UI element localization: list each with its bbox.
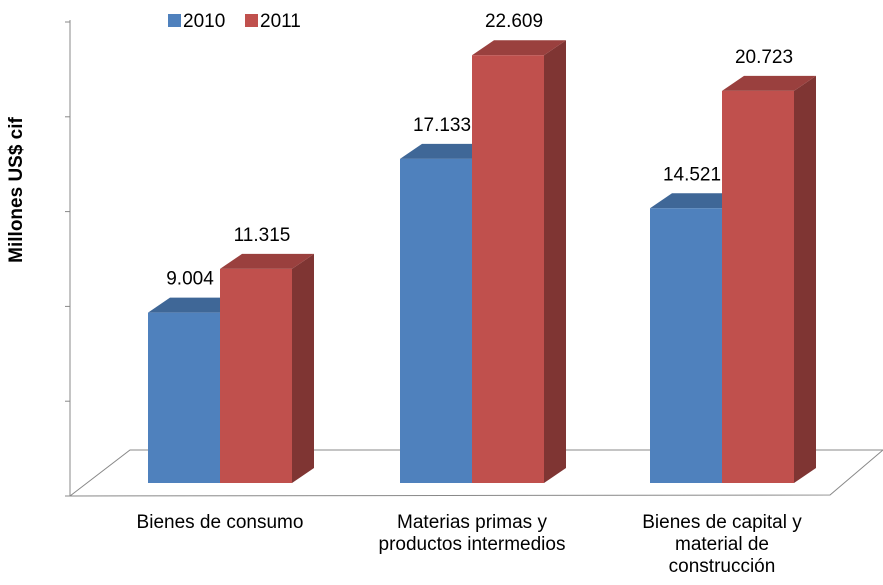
- bar: [472, 55, 544, 483]
- bar-side: [292, 253, 314, 483]
- bar: [650, 208, 722, 483]
- value-label: 20.723: [735, 47, 793, 68]
- bar-side: [544, 40, 566, 483]
- bar-top: [472, 40, 566, 56]
- x-tick-label: Bienes de capital y material de construc…: [642, 512, 802, 577]
- bar-side: [794, 75, 816, 483]
- legend-label: 2010: [183, 11, 225, 32]
- value-label: 11.315: [234, 225, 291, 246]
- bar-top: [722, 75, 816, 91]
- bar-top: [650, 193, 744, 209]
- x-tick-label: Bienes de consumo: [136, 512, 304, 533]
- bar: [400, 158, 472, 484]
- y-axis-label: Millones US$ cif: [6, 116, 27, 262]
- legend-label: 2011: [260, 11, 301, 32]
- floor: [68, 449, 883, 497]
- bar-top: [148, 297, 242, 313]
- bar: [220, 268, 292, 483]
- x-tick-label: Materias primas y productos intermedios: [378, 512, 566, 555]
- bar-top: [400, 143, 494, 159]
- value-label: 9.004: [166, 269, 214, 290]
- bar: [722, 90, 794, 483]
- value-label: 14.521: [663, 164, 721, 185]
- value-label: 17.133: [413, 115, 471, 136]
- legend-swatch: [168, 14, 181, 27]
- legend-swatch: [245, 14, 258, 27]
- bar-top: [220, 253, 314, 269]
- value-label: 22.609: [485, 11, 543, 32]
- bar: [148, 312, 220, 483]
